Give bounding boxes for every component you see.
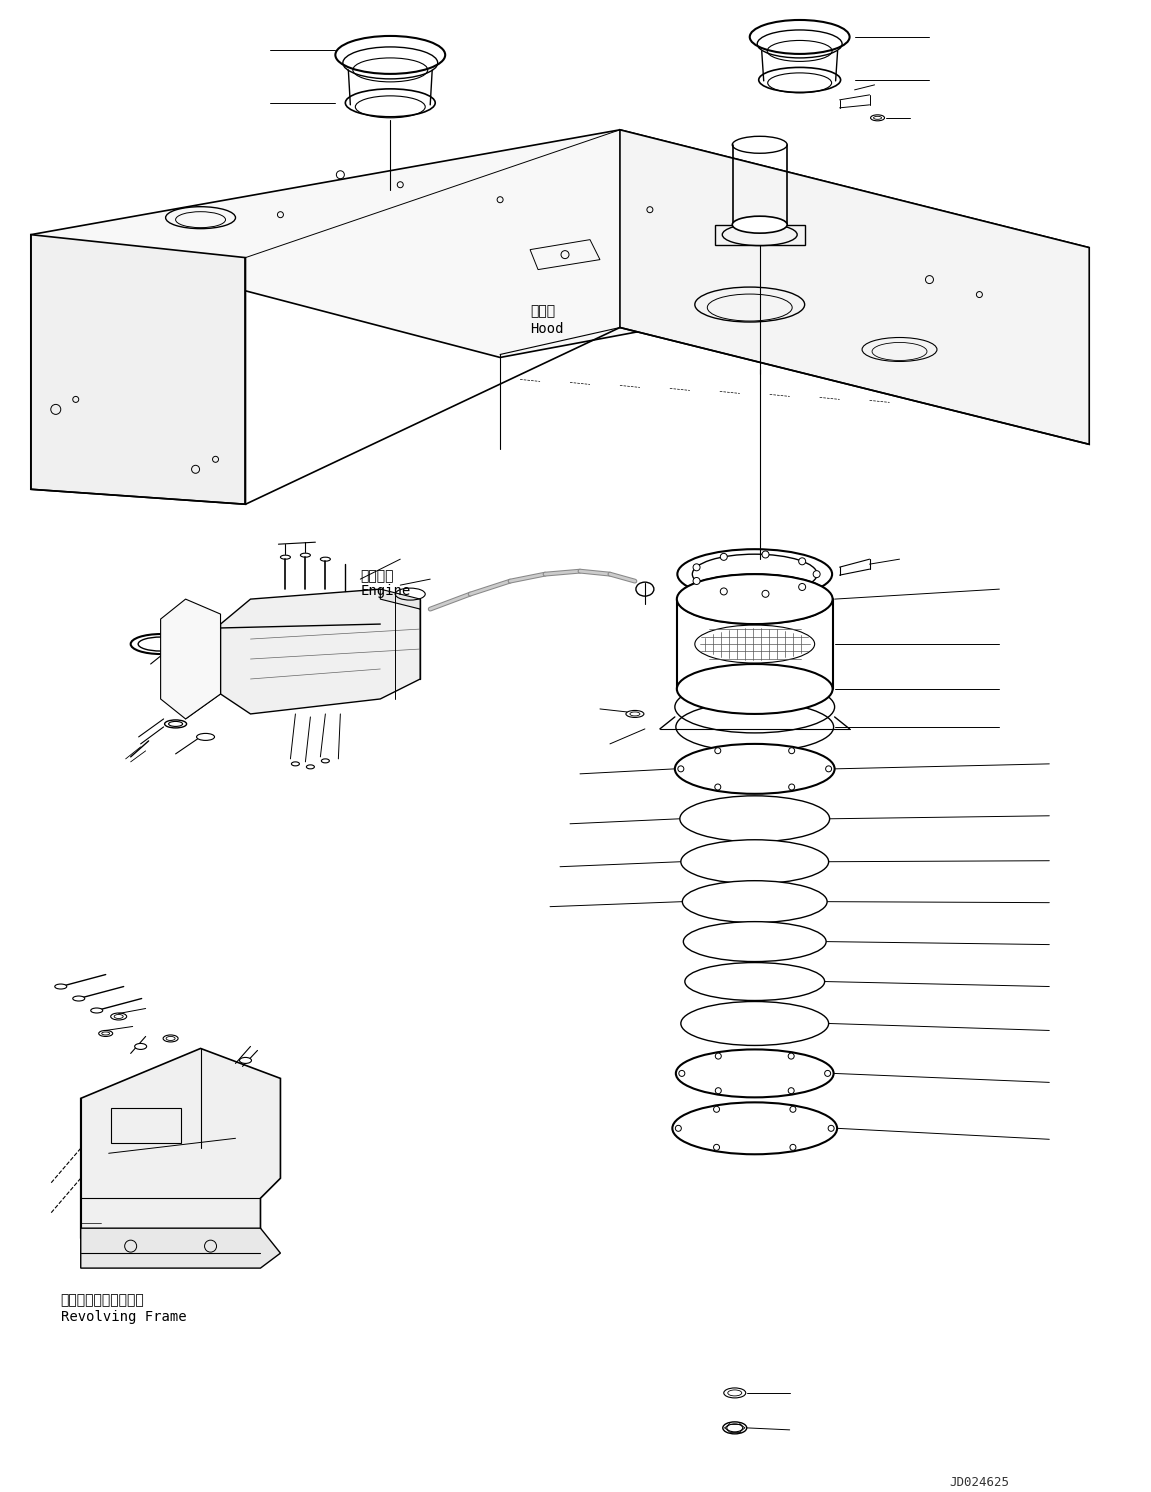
Circle shape <box>693 564 700 571</box>
Ellipse shape <box>239 1058 251 1064</box>
Text: エンジン: エンジン <box>360 568 394 583</box>
Bar <box>110 1109 181 1143</box>
Circle shape <box>788 747 794 753</box>
Ellipse shape <box>677 664 832 715</box>
Circle shape <box>799 583 806 591</box>
Text: Hood: Hood <box>531 321 564 336</box>
Circle shape <box>714 1106 719 1113</box>
Text: Revolving Frame: Revolving Frame <box>61 1310 186 1323</box>
Ellipse shape <box>681 840 829 883</box>
Circle shape <box>693 577 700 585</box>
Ellipse shape <box>91 1009 102 1013</box>
Text: レボルビングフレーム: レボルビングフレーム <box>61 1294 145 1307</box>
Text: フード: フード <box>531 304 555 319</box>
Polygon shape <box>81 1228 281 1268</box>
Ellipse shape <box>685 962 824 1001</box>
Ellipse shape <box>677 574 832 624</box>
Circle shape <box>828 1125 834 1131</box>
Polygon shape <box>221 589 420 715</box>
Circle shape <box>721 554 727 561</box>
Circle shape <box>715 747 721 753</box>
Circle shape <box>715 783 721 789</box>
Circle shape <box>799 558 806 565</box>
Circle shape <box>824 1070 831 1076</box>
Circle shape <box>714 1144 719 1150</box>
Text: Engine: Engine <box>360 585 411 598</box>
Circle shape <box>715 1053 722 1059</box>
Polygon shape <box>31 130 1089 358</box>
Ellipse shape <box>135 1043 146 1049</box>
Ellipse shape <box>680 795 830 841</box>
Polygon shape <box>161 600 221 719</box>
Polygon shape <box>81 1049 281 1258</box>
Polygon shape <box>620 130 1089 445</box>
Circle shape <box>790 1106 796 1113</box>
Text: JD024625: JD024625 <box>950 1476 1009 1489</box>
Circle shape <box>813 570 821 577</box>
Circle shape <box>721 588 727 595</box>
Circle shape <box>788 1053 794 1059</box>
Circle shape <box>762 551 769 558</box>
Ellipse shape <box>672 1103 837 1155</box>
Circle shape <box>676 1125 681 1131</box>
Circle shape <box>678 765 684 771</box>
Circle shape <box>825 765 832 771</box>
Polygon shape <box>380 589 420 609</box>
Circle shape <box>762 591 769 597</box>
Circle shape <box>788 783 794 789</box>
Ellipse shape <box>681 1001 829 1046</box>
Circle shape <box>679 1070 685 1076</box>
Ellipse shape <box>674 745 834 794</box>
Ellipse shape <box>55 985 67 989</box>
Circle shape <box>788 1088 794 1094</box>
Ellipse shape <box>684 922 826 961</box>
Polygon shape <box>31 234 245 504</box>
Ellipse shape <box>732 216 787 233</box>
Ellipse shape <box>683 880 828 922</box>
Circle shape <box>715 1088 722 1094</box>
Ellipse shape <box>676 1049 833 1097</box>
Ellipse shape <box>73 997 85 1001</box>
Circle shape <box>790 1144 796 1150</box>
Ellipse shape <box>677 574 832 624</box>
